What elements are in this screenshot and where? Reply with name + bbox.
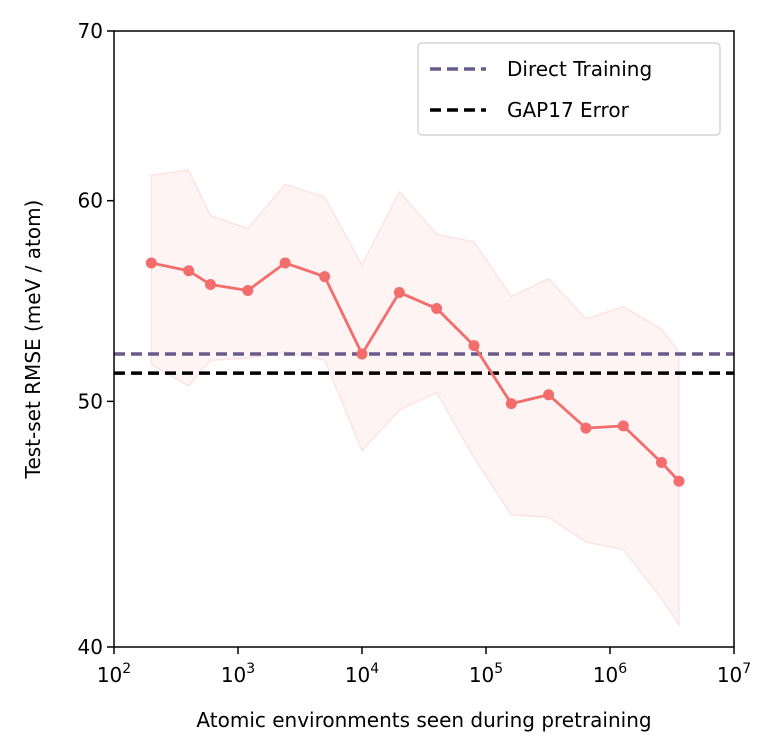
y-ticks: 40 50 60 70 [78,19,114,659]
rmse-point [204,279,216,291]
y-tick-label: 50 [78,389,103,413]
legend-box [417,42,721,136]
rmse-point [279,257,291,269]
rmse-point [617,420,629,432]
x-tick-label: 105 [469,661,503,687]
legend-label-direct-training: Direct Training [507,57,652,81]
y-tick-label: 70 [78,19,103,43]
rmse-series-line [151,261,681,483]
x-tick-label: 102 [97,661,131,687]
x-tick-label: 103 [221,661,255,687]
rmse-point [393,286,405,298]
rmse-point [242,284,254,296]
rmse-point [468,340,480,352]
y-tick-label: 60 [78,189,103,213]
rmse-point [145,257,157,269]
series-layer [145,257,685,487]
y-tick-label: 40 [78,635,103,659]
legend: Direct Training GAP17 Error [417,42,721,136]
rmse-point [505,398,517,410]
x-tick-label: 106 [593,661,627,687]
rmse-point [356,348,368,360]
rmse-point [673,475,685,487]
plot-frame [113,30,735,648]
uncertainty-band [150,169,680,628]
y-axis-label: Test-set RMSE (meV / atom) [21,200,45,480]
x-tick-label: 104 [345,661,379,687]
x-tick-label: 107 [717,661,751,687]
legend-label-gap17-error: GAP17 Error [507,98,630,122]
x-ticks: 102 103 104 105 106 107 [97,647,751,687]
reference-lines-layer [114,352,734,375]
rmse-point [580,422,592,434]
rmse-point [431,303,443,315]
rmse-point [543,389,555,401]
x-axis-label: Atomic environments seen during pretrain… [196,708,651,732]
uncertainty-band-layer [150,169,680,628]
rmse-point [183,265,195,277]
rmse-point [655,456,667,468]
rmse-point [319,271,331,283]
